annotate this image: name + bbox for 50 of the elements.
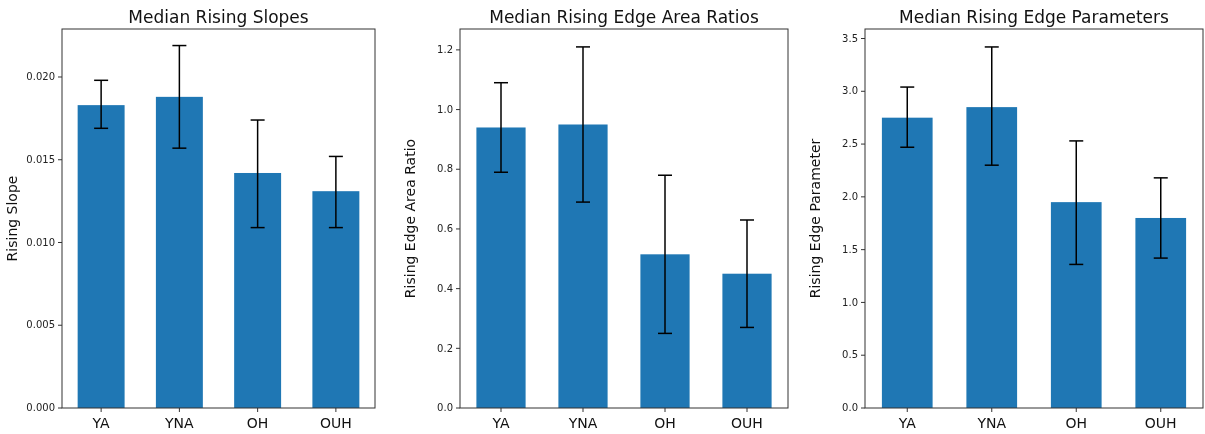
bar: [722, 273, 772, 408]
bar: [312, 191, 360, 408]
y-tick-label: 0.0: [842, 402, 858, 414]
y-tick-label: 0.015: [26, 153, 55, 165]
bar: [881, 117, 933, 408]
bar: [966, 107, 1018, 408]
bar: [77, 105, 125, 408]
x-tick-label: OUH: [319, 415, 352, 431]
y-axis-title: Rising Edge Area Ratio: [402, 138, 418, 299]
bar: [155, 96, 203, 408]
bar: [640, 254, 690, 408]
y-tick-label: 0.020: [26, 71, 55, 83]
y-axis-title: Rising Slope: [4, 175, 20, 262]
y-tick-label: 2.0: [842, 191, 858, 203]
x-tick-label: YA: [91, 415, 111, 431]
chart-title: Median Rising Slopes: [128, 7, 309, 27]
y-tick-label: 1.0: [842, 296, 858, 308]
x-tick-label: YNA: [164, 415, 195, 431]
y-tick-label: 3.5: [842, 32, 858, 44]
y-tick-label: 0.000: [26, 402, 55, 414]
y-tick-label: 0.5: [842, 349, 858, 361]
bar: [558, 124, 608, 408]
x-tick-label: OH: [654, 415, 676, 431]
y-tick-label: 1.5: [842, 243, 858, 255]
chart-title: Median Rising Edge Parameters: [899, 7, 1170, 27]
y-tick-label: 0.2: [437, 342, 453, 354]
y-tick-label: 0.0: [437, 402, 453, 414]
y-tick-label: 0.4: [437, 282, 453, 294]
y-tick-label: 1.0: [437, 103, 453, 115]
bar: [1050, 202, 1102, 408]
y-tick-label: 0.010: [26, 236, 55, 248]
chart-title: Median Rising Edge Area Ratios: [489, 7, 759, 27]
y-tick-label: 1.2: [437, 44, 453, 56]
x-tick-label: OUH: [1144, 415, 1177, 431]
x-tick-label: YA: [491, 415, 510, 431]
y-tick-label: 3.0: [842, 85, 858, 97]
x-tick-label: YNA: [567, 415, 598, 431]
y-axis-title: Rising Edge Parameter: [807, 138, 823, 299]
bar: [1135, 217, 1187, 408]
y-tick-label: 0.8: [437, 163, 453, 175]
y-tick-label: 0.6: [437, 223, 453, 235]
x-tick-label: OH: [1065, 415, 1088, 431]
y-tick-label: 2.5: [842, 138, 858, 150]
x-tick-label: YNA: [976, 415, 1007, 431]
x-tick-label: YA: [897, 415, 917, 431]
y-tick-label: 0.005: [26, 319, 55, 331]
bar: [234, 172, 282, 408]
x-tick-label: OH: [246, 415, 269, 431]
x-tick-label: OUH: [731, 415, 763, 431]
bar: [476, 127, 526, 408]
